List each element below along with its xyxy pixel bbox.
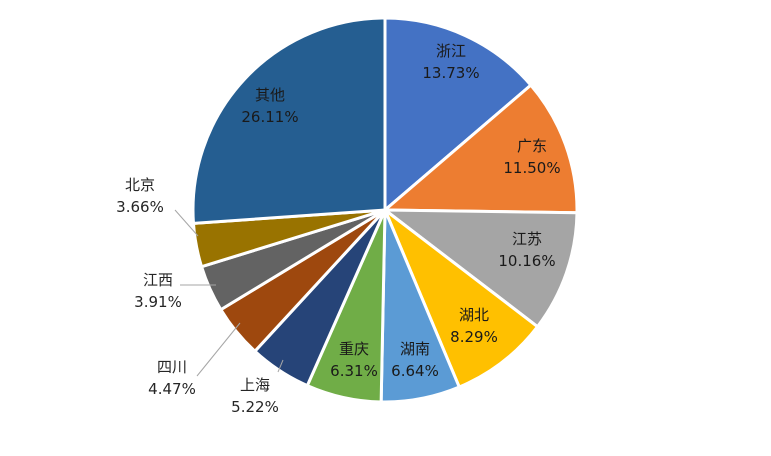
leader-line: [277, 359, 284, 373]
slice-percent-label: 26.11%: [241, 108, 298, 126]
pie-slice-1: [383, 16, 533, 212]
leader-line: [196, 322, 241, 377]
pie-slice-11: [191, 16, 387, 225]
slice-percent-label: 10.16%: [498, 252, 555, 270]
pie-slice-4: [383, 208, 540, 389]
slice-percent-label: 4.47%: [148, 380, 196, 398]
slice-percent-label: 11.50%: [503, 159, 560, 177]
leader-line: [174, 209, 199, 237]
slice-name-label: 湖南: [400, 340, 430, 358]
slice-name-label: 广东: [517, 137, 547, 155]
slice-percent-label: 6.31%: [330, 362, 378, 380]
slice-name-label: 浙江: [436, 42, 466, 60]
slice-name-label: 江西: [143, 271, 173, 289]
slice-name-label: 重庆: [339, 340, 369, 358]
slice-name-label: 江苏: [512, 230, 542, 248]
pie-slice-2: [383, 83, 579, 215]
slice-name-label: 湖北: [459, 306, 489, 324]
slice-percent-label: 6.64%: [391, 362, 439, 380]
slice-percent-label: 3.66%: [116, 198, 164, 216]
slice-percent-label: 13.73%: [422, 64, 479, 82]
slice-percent-label: 8.29%: [450, 328, 498, 346]
slice-percent-label: 3.91%: [134, 293, 182, 311]
slice-percent-label: 5.22%: [231, 398, 279, 416]
pie-slice-3: [383, 208, 579, 329]
slice-name-label: 上海: [240, 376, 270, 394]
slice-name-label: 北京: [125, 176, 155, 194]
slice-name-label: 四川: [157, 358, 187, 376]
slice-name-label: 其他: [255, 86, 285, 104]
